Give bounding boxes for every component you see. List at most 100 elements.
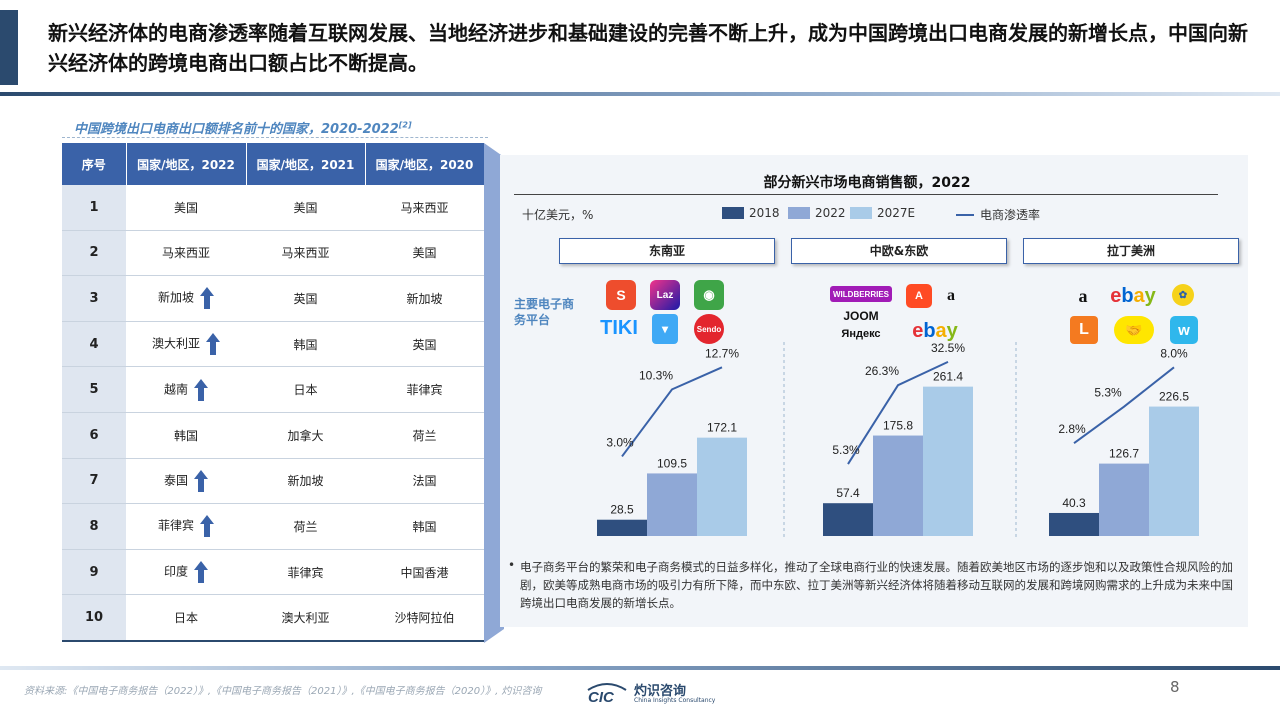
bar-2027E [697, 437, 747, 536]
up-arrow-icon [194, 378, 208, 401]
country-2022-cell-text: 美国 [173, 200, 198, 215]
bar-value-label: 226.5 [1159, 390, 1189, 404]
up-arrow-icon [194, 469, 208, 492]
rank-cell: 4 [62, 321, 126, 368]
bar-2018 [597, 519, 647, 536]
brand-logo: CIC 灼识咨询 China Insights Consultancy [584, 678, 715, 708]
footer-divider [0, 666, 1280, 670]
region-latam: 拉丁美洲 [1023, 238, 1239, 264]
bar-2022 [647, 473, 697, 536]
country-2021-cell: 日本 [246, 366, 365, 413]
penetration-label: 2.8% [1058, 422, 1086, 436]
rank-cell-text: 10 [84, 610, 104, 626]
country-2021-cell-text: 英国 [293, 291, 318, 306]
penetration-line [621, 366, 723, 458]
country-2022-cell-text: 新加坡 [157, 290, 194, 305]
country-2020-cell: 沙特阿拉伯 [365, 594, 484, 642]
country-2020-cell-text: 马来西亚 [400, 200, 449, 215]
country-2021-cell: 马来西亚 [246, 230, 365, 277]
table-header-row: 序号 国家/地区，2022 国家/地区，2021 国家/地区，2020 [62, 143, 485, 185]
region-sea: 东南亚 [559, 238, 775, 264]
country-2022-cell-text: 澳大利亚 [151, 336, 200, 351]
bar-2027E [1149, 406, 1199, 536]
legend-2018: 2018 [722, 206, 780, 220]
legend-label-2018: 2018 [749, 206, 780, 220]
country-2021-cell: 菲律宾 [246, 549, 365, 596]
penetration-label: 5.3% [832, 443, 860, 457]
table-title: 中国跨境出口电商出口额排名前十的国家，2020-2022[2] [74, 118, 412, 137]
rank-cell: 3 [62, 275, 126, 322]
rank-cell-text: 5 [89, 382, 99, 398]
lazada-logo-icon: Laz [650, 280, 680, 310]
chart-plot: 28.5 109.5 172.1 3.0% 10.3% 12.7% 57.4 175.8 261… [597, 340, 1199, 540]
country-2022-cell-text: 越南 [163, 382, 188, 397]
table-row: 10 日本 澳大利亚 沙特阿拉伯 [62, 594, 484, 642]
wildberries-logo-icon: WILDBERRIES [830, 286, 892, 302]
penetration-label: 32.5% [931, 341, 965, 355]
table-row: 3 新加坡 英国 新加坡 [62, 275, 484, 322]
rank-cell: 6 [62, 412, 126, 459]
up-arrow-icon [200, 287, 214, 310]
rank-cell-text: 7 [89, 473, 99, 489]
country-2022-cell: 越南 [126, 366, 246, 413]
country-2020-cell-text: 中国香港 [400, 565, 449, 580]
country-2022-cell: 日本 [126, 594, 246, 642]
table-row: 9 印度 菲律宾 中国香港 [62, 549, 484, 596]
up-arrow-icon [194, 561, 208, 584]
legend-swatch-2022 [788, 207, 810, 219]
country-2020-cell-text: 法国 [412, 474, 437, 489]
header-divider [0, 92, 1280, 96]
rank-cell-text: 1 [89, 199, 99, 215]
country-2021-cell: 韩国 [246, 321, 365, 368]
joom-logo-icon: JOOM [843, 309, 879, 323]
legend-penetration: 电商渗透率 [956, 206, 1040, 223]
bar-2022 [1099, 463, 1149, 536]
shopee-logo-icon: S [606, 280, 636, 310]
penetration-line [1073, 366, 1175, 444]
amazon-logo-icon: a [947, 287, 955, 304]
header-2022: 国家/地区，2022 [126, 143, 247, 185]
country-2022-cell-text: 韩国 [173, 428, 198, 443]
sendo-logo-icon: Sendo [694, 314, 724, 344]
country-2022-cell-text: 马来西亚 [161, 246, 210, 261]
ranking-table: 序号 国家/地区，2022 国家/地区，2021 国家/地区，2020 1 美国美… [62, 143, 485, 642]
penetration-label: 3.0% [606, 435, 634, 449]
country-2022-cell: 新加坡 [126, 275, 246, 322]
rank-cell: 5 [62, 366, 126, 413]
amazon-latam-logo-icon: a [1078, 285, 1088, 306]
brand-abbr: CIC [588, 689, 615, 704]
legend-swatch-2018 [722, 207, 744, 219]
country-2020-cell-text: 菲律宾 [406, 383, 443, 398]
rank-cell-text: 8 [89, 518, 99, 534]
legend-swatch-2027e [850, 207, 872, 219]
tokopedia-logo-icon: ◉ [694, 280, 724, 310]
tiki-logo-icon: TIKI [600, 316, 638, 339]
legend-label-2027e: 2027E [877, 206, 916, 220]
penetration-label: 10.3% [639, 368, 673, 382]
country-2022-cell: 泰国 [126, 458, 246, 505]
bar-value-label: 109.5 [657, 456, 687, 470]
bar-2018 [1049, 512, 1099, 536]
country-2021-cell-text: 马来西亚 [281, 246, 330, 261]
penetration-label: 26.3% [865, 364, 899, 378]
country-2021-cell-text: 澳大利亚 [281, 611, 330, 626]
bar-value-label: 57.4 [836, 486, 860, 500]
country-2020-cell-text: 美国 [412, 246, 437, 261]
country-2021-cell-text: 荷兰 [293, 519, 318, 534]
country-2022-cell: 澳大利亚 [126, 321, 246, 368]
legend-label-penetration: 电商渗透率 [980, 208, 1041, 222]
linio-logo-icon: L [1070, 316, 1098, 344]
page-headline: 新兴经济体的电商渗透率随着互联网发展、当地经济进步和基础建设的完善不断上升，成为… [48, 21, 1248, 75]
region-cee: 中欧&东欧 [791, 238, 1007, 264]
rank-cell: 2 [62, 230, 126, 277]
up-arrow-icon [206, 333, 220, 356]
country-2021-cell-text: 加拿大 [287, 428, 324, 443]
bar-2022 [873, 435, 923, 536]
country-2020-cell: 中国香港 [365, 549, 484, 596]
header-2020: 国家/地区，2020 [365, 143, 485, 185]
country-2022-cell: 韩国 [126, 412, 246, 459]
bar-value-label: 28.5 [610, 503, 634, 517]
bar-value-label: 175.8 [883, 419, 913, 433]
country-2020-cell: 韩国 [365, 503, 484, 550]
legend-2022: 2022 [788, 206, 846, 220]
